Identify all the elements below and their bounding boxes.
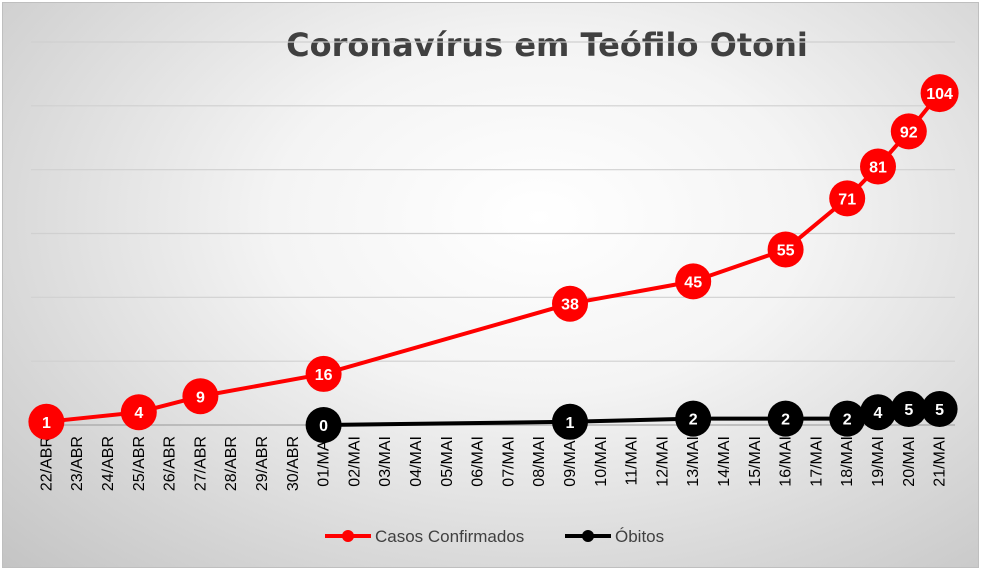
- x-tick-label: 10/MAI: [593, 436, 610, 487]
- x-axis: 22/ABR 23/ABR 24/ABR 25/ABR 26/ABR 27/ABR 28/A…: [38, 436, 948, 491]
- data-label: 2: [843, 412, 852, 429]
- data-point: [860, 148, 896, 185]
- x-tick-label: 04/MAI: [408, 436, 425, 487]
- x-tick-label: 22/ABR: [38, 436, 55, 491]
- x-tick-label: 27/ABR: [192, 436, 209, 491]
- data-point: [675, 400, 712, 437]
- legend-label: Óbitos: [615, 527, 664, 546]
- x-tick-label: 02/MAI: [346, 436, 363, 487]
- data-point: [829, 180, 866, 217]
- data-label: 4: [134, 405, 143, 422]
- x-tick-label: 30/ABR: [285, 436, 302, 491]
- x-tick-label: 05/MAI: [439, 436, 456, 487]
- x-tick-label: 01/MAI: [316, 436, 333, 487]
- data-label: 5: [904, 402, 913, 419]
- data-point: [890, 391, 927, 428]
- data-point: [860, 394, 896, 431]
- series-line: [46, 91, 942, 424]
- data-point: [120, 394, 157, 431]
- x-tick-label: 14/MAI: [716, 436, 733, 487]
- data-label: 1: [42, 415, 51, 432]
- data-label: 81: [869, 159, 887, 176]
- x-tick-label: 16/MAI: [778, 436, 795, 487]
- data-label: 4: [874, 405, 883, 422]
- x-tick-label: 12/MAI: [654, 436, 671, 487]
- data-label: 104: [926, 86, 953, 103]
- data-label: 55: [777, 242, 795, 259]
- x-tick-label: 09/MAI: [562, 436, 579, 487]
- data-label: 45: [684, 274, 702, 291]
- x-tick-label: 18/MAI: [839, 436, 856, 487]
- x-tick-label: 19/MAI: [870, 436, 887, 487]
- chart-title: Coronavírus em Teófilo Otoni: [286, 26, 808, 64]
- data-point: [552, 285, 588, 322]
- data-point: [305, 407, 342, 443]
- legend-marker: [342, 530, 354, 542]
- legend-label: Casos Confirmados: [375, 527, 524, 546]
- x-tick-label: 07/MAI: [500, 436, 517, 487]
- x-tick-label: 06/MAI: [470, 436, 487, 487]
- data-point: [182, 378, 219, 415]
- legend: Casos Confirmados Óbitos: [325, 527, 664, 546]
- x-tick-label: 26/ABR: [162, 436, 179, 491]
- data-label: 92: [900, 124, 918, 141]
- x-tick-label: 28/ABR: [223, 436, 240, 491]
- gridlines: [31, 41, 955, 426]
- data-point: [28, 403, 65, 440]
- data-label: 38: [561, 297, 579, 314]
- data-label: 2: [689, 412, 698, 429]
- x-tick-label: 11/MAI: [624, 436, 641, 486]
- x-tick-label: 08/MAI: [531, 436, 548, 487]
- x-tick-label: 21/MAI: [932, 436, 949, 487]
- data-label: 16: [315, 367, 333, 384]
- data-point: [921, 391, 958, 428]
- x-tick-label: 24/ABR: [100, 436, 117, 491]
- data-point: [920, 74, 959, 113]
- x-tick-label: 17/MAI: [808, 436, 825, 487]
- data-label: 9: [196, 389, 205, 406]
- x-tick-label: 29/ABR: [254, 436, 271, 491]
- data-point: [890, 113, 927, 150]
- data-label: 2: [781, 412, 790, 429]
- data-point: [305, 355, 342, 392]
- data-point: [767, 231, 804, 268]
- x-tick-label: 15/MAI: [747, 436, 764, 487]
- data-label: 1: [566, 415, 575, 432]
- x-tick-label: 25/ABR: [131, 436, 148, 491]
- data-point: [767, 400, 804, 437]
- x-tick-label: 20/MAI: [901, 436, 918, 487]
- data-point: [829, 400, 866, 437]
- x-tick-label: 03/MAI: [377, 436, 394, 487]
- data-label: 71: [838, 191, 856, 208]
- x-tick-label: 13/MAI: [685, 436, 702, 487]
- data-label: 0: [319, 418, 328, 435]
- x-tick-label: 23/ABR: [69, 436, 86, 491]
- legend-marker: [582, 530, 594, 542]
- data-label: 5: [935, 402, 944, 419]
- data-point: [675, 263, 712, 300]
- data-point: [552, 403, 588, 440]
